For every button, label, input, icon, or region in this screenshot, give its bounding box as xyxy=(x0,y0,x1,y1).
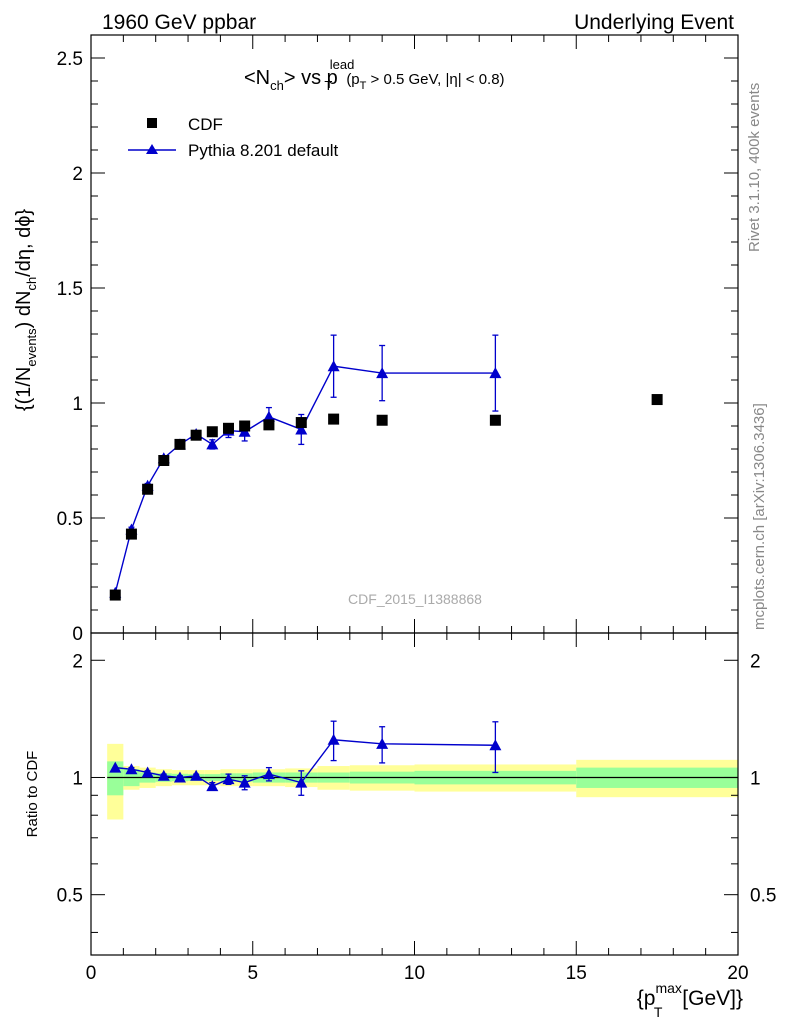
xtick-label: 20 xyxy=(727,963,748,984)
main-panel: 0 0.5 1 1.5 2 2.5 <Nch> vs plead T (pT > 0.5 Ge… xyxy=(13,34,739,645)
rivet-label: Rivet 3.1.10, 400k events xyxy=(746,83,763,252)
cdf-point xyxy=(239,420,251,432)
legend-mc-label: Pythia 8.201 default xyxy=(188,141,339,160)
pythia-point xyxy=(295,423,308,435)
header-left: 1960 GeV ppbar xyxy=(102,11,256,34)
ratio-pythia-point xyxy=(109,761,122,773)
main-ytick-label: 2.5 xyxy=(57,49,83,70)
header-right: Underlying Event xyxy=(574,11,734,34)
cdf-point xyxy=(651,394,663,406)
xtick-label: 15 xyxy=(566,963,587,984)
xtick-label: 5 xyxy=(247,963,258,984)
ratio-pythia-point xyxy=(125,763,138,775)
pythia-point xyxy=(206,438,219,450)
ratio-pythia-point xyxy=(141,766,154,778)
ratio-ylabel: Ratio to CDF xyxy=(24,751,41,838)
cdf-point xyxy=(295,417,307,429)
main-ytick-label: 0 xyxy=(72,624,83,645)
cdf-point xyxy=(222,422,234,434)
cdf-point xyxy=(206,426,218,438)
cdf-point xyxy=(174,438,186,450)
ratio-ytick-label-right: 1 xyxy=(750,768,761,789)
cdf-point xyxy=(376,414,388,426)
ratio-ytick-label-left: 2 xyxy=(72,651,83,672)
pythia-line xyxy=(114,365,496,593)
ratio-pythia-point xyxy=(173,771,186,783)
main-ytick-label: 0.5 xyxy=(57,509,83,530)
ratio-pythia-point xyxy=(262,768,275,780)
cdf-point xyxy=(489,414,501,426)
cdf-point xyxy=(263,419,275,431)
legend-cdf-marker xyxy=(147,118,157,128)
cdf-point xyxy=(190,429,202,441)
ratio-pythia-point xyxy=(295,776,308,788)
cdf-point xyxy=(125,528,137,540)
ratio-ytick-label-right: 0.5 xyxy=(750,886,776,907)
cdf-point xyxy=(142,483,154,495)
cdf-point xyxy=(158,455,170,466)
ratio-panel: 0.5 0.51 12 20 5 10 15 20 Ratio to CDF {pmax T [… xyxy=(24,632,776,1020)
xtick-label: 0 xyxy=(86,963,97,984)
ratio-pythia-point xyxy=(238,776,251,788)
ratio-ytick-label-right: 2 xyxy=(750,651,761,672)
legend-cdf-label: CDF xyxy=(188,115,223,134)
ratio-series xyxy=(109,720,502,796)
pythia-point xyxy=(327,360,340,372)
main-ylabel: {(1/Nevents) dNch/dη, dϕ} xyxy=(13,209,39,412)
ratio-pythia-point xyxy=(190,769,203,781)
main-series xyxy=(109,334,663,601)
ratio-pythia-point xyxy=(206,780,219,792)
main-ytick-label: 1.5 xyxy=(57,279,83,300)
xtick-label: 10 xyxy=(404,963,425,984)
cdf-point xyxy=(109,589,121,601)
main-ticks: 0 0.5 1 1.5 2 2.5 xyxy=(57,34,739,645)
ratio-pythia-point xyxy=(222,773,235,785)
analysis-watermark: CDF_2015_I1388868 xyxy=(348,591,482,607)
ratio-pythia-point xyxy=(489,739,502,751)
ratio-pythia-point xyxy=(157,769,170,781)
plot-title: <Nch> vs plead T (pT > 0.5 GeV, |η| < 0.8) xyxy=(244,57,505,93)
pythia-point xyxy=(489,367,502,379)
main-ytick-label: 2 xyxy=(72,164,83,185)
legend-mc-marker xyxy=(146,144,158,154)
ratio-pythia-point xyxy=(327,733,340,745)
xaxis-label: {pmax T [GeV]} xyxy=(637,980,743,1020)
ratio-uncertainty-bands xyxy=(107,743,738,820)
ratio-ticks: 0.5 0.51 12 20 5 10 15 20 xyxy=(57,633,776,984)
main-ytick-label: 1 xyxy=(72,394,83,415)
legend: CDF Pythia 8.201 default xyxy=(128,115,339,160)
mcplots-label: mcplots.cern.ch [arXiv:1306.3436] xyxy=(751,403,768,630)
cdf-point xyxy=(328,413,340,425)
ratio-ytick-label-left: 0.5 xyxy=(57,886,83,907)
pythia-point xyxy=(262,410,275,422)
pythia-point xyxy=(376,367,389,379)
ratio-ytick-label-left: 1 xyxy=(72,768,83,789)
ratio-frame xyxy=(90,632,739,956)
ratio-pythia-point xyxy=(376,737,389,749)
